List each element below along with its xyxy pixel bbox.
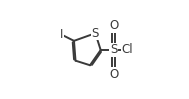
Text: S: S [92, 27, 99, 40]
Text: O: O [109, 68, 118, 81]
Text: O: O [109, 19, 118, 32]
Text: Cl: Cl [122, 43, 133, 57]
Text: I: I [60, 28, 64, 41]
Text: S: S [110, 43, 117, 57]
